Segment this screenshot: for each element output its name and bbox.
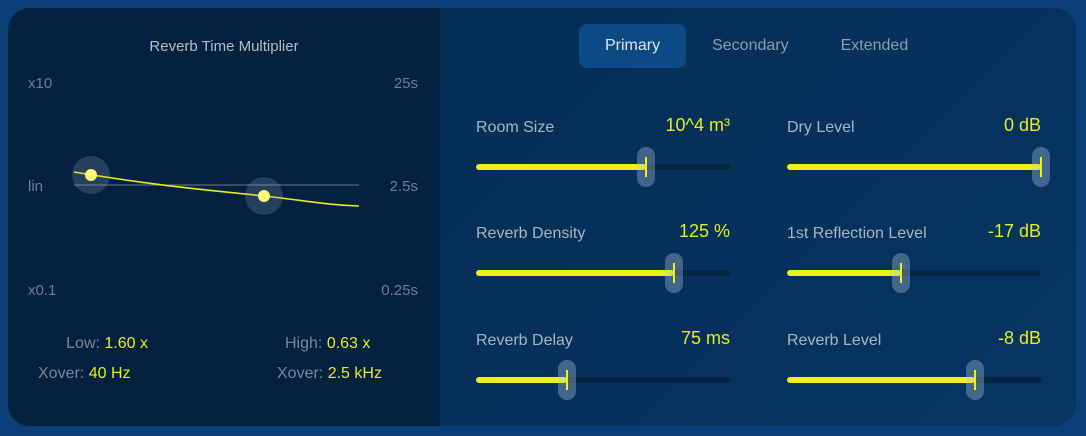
high-label: High: xyxy=(285,335,323,352)
axis-label-25s: 25s xyxy=(393,75,418,92)
reverb-delay-value[interactable]: 75 ms xyxy=(680,328,730,348)
low-xover-readout[interactable]: Xover: 40 Hz xyxy=(38,365,131,383)
dry-level-slider-thumb[interactable] xyxy=(1032,147,1050,187)
first-reflection-level-label: 1st Reflection Level xyxy=(787,225,927,242)
room-size-slider[interactable] xyxy=(476,147,730,187)
room-size-label: Room Size xyxy=(476,119,555,136)
reverb-curve-graph[interactable] xyxy=(8,8,440,308)
low-handle[interactable] xyxy=(85,169,97,181)
axis-label-0-25s: 0.25s xyxy=(381,282,418,299)
reverb-level-control: Reverb Level -8 dB xyxy=(787,324,1041,404)
dry-level-label: Dry Level xyxy=(787,119,855,136)
reverb-delay-control: Reverb Delay 75 ms xyxy=(476,324,730,404)
reverb-panel: Reverb Time Multiplier x10 lin x0.1 25s … xyxy=(8,8,1076,426)
room-size-slider-thumb[interactable] xyxy=(637,147,656,187)
axis-label-x01: x0.1 xyxy=(28,282,57,299)
high-handle[interactable] xyxy=(258,190,270,202)
reverb-level-slider-fill xyxy=(787,377,975,383)
dry-level-slider-fill xyxy=(787,164,1041,170)
tab-extended[interactable]: Extended xyxy=(840,37,909,54)
dry-level-control: Dry Level 0 dB xyxy=(787,111,1050,191)
reverb-density-control: Reverb Density 125 % xyxy=(476,217,730,297)
reverb-density-slider[interactable] xyxy=(476,253,730,293)
axis-label-2-5s: 2.5s xyxy=(389,178,418,195)
reverb-delay-slider-fill xyxy=(476,377,568,383)
tab-secondary[interactable]: Secondary xyxy=(712,37,789,54)
axis-label-lin: lin xyxy=(28,178,44,195)
room-size-value[interactable]: 10^4 m³ xyxy=(665,115,730,135)
graph-title: Reverb Time Multiplier xyxy=(149,38,299,55)
dry-level-value[interactable]: 0 dB xyxy=(1003,115,1041,135)
first-reflection-level-slider[interactable] xyxy=(787,253,1041,293)
first-reflection-level-control: 1st Reflection Level -17 dB xyxy=(787,217,1041,297)
low-xover-label: Xover: xyxy=(38,365,85,382)
reverb-density-slider-thumb[interactable] xyxy=(665,253,684,293)
reverb-level-value[interactable]: -8 dB xyxy=(997,328,1041,348)
first-reflection-level-slider-fill xyxy=(787,270,902,276)
reverb-level-slider-thumb[interactable] xyxy=(965,360,984,400)
low-label: Low: xyxy=(66,335,100,352)
reverb-time-graph-panel: Reverb Time Multiplier x10 lin x0.1 25s … xyxy=(8,8,440,426)
room-size-slider-fill xyxy=(476,164,647,170)
reverb-density-label: Reverb Density xyxy=(476,225,586,242)
reverb-curve xyxy=(73,171,360,207)
room-size-control: Room Size 10^4 m³ xyxy=(476,111,730,191)
low-value: 1.60 x xyxy=(104,335,148,352)
reverb-delay-slider[interactable] xyxy=(476,360,730,400)
reverb-density-slider-fill xyxy=(476,270,675,276)
axis-label-x10: x10 xyxy=(28,75,53,92)
high-xover-value: 2.5 kHz xyxy=(327,365,382,382)
high-readout[interactable]: High: 0.63 x xyxy=(285,335,370,353)
reverb-delay-label: Reverb Delay xyxy=(476,332,573,349)
high-xover-label: Xover: xyxy=(277,365,324,382)
high-value: 0.63 x xyxy=(326,335,371,352)
reverb-density-value[interactable]: 125 % xyxy=(678,221,730,241)
first-reflection-level-slider-thumb[interactable] xyxy=(892,253,911,293)
reverb-level-slider[interactable] xyxy=(787,360,1041,400)
dry-level-slider[interactable] xyxy=(787,147,1050,187)
first-reflection-level-value[interactable]: -17 dB xyxy=(987,221,1041,241)
tab-primary[interactable]: Primary xyxy=(579,24,687,68)
low-readout[interactable]: Low: 1.60 x xyxy=(66,335,148,353)
reverb-delay-slider-thumb[interactable] xyxy=(558,360,577,400)
reverb-level-label: Reverb Level xyxy=(787,332,882,349)
high-xover-readout[interactable]: Xover: 2.5 kHz xyxy=(277,365,382,383)
low-xover-value: 40 Hz xyxy=(88,365,131,382)
tab-bar: Primary Secondary Extended xyxy=(579,24,934,68)
